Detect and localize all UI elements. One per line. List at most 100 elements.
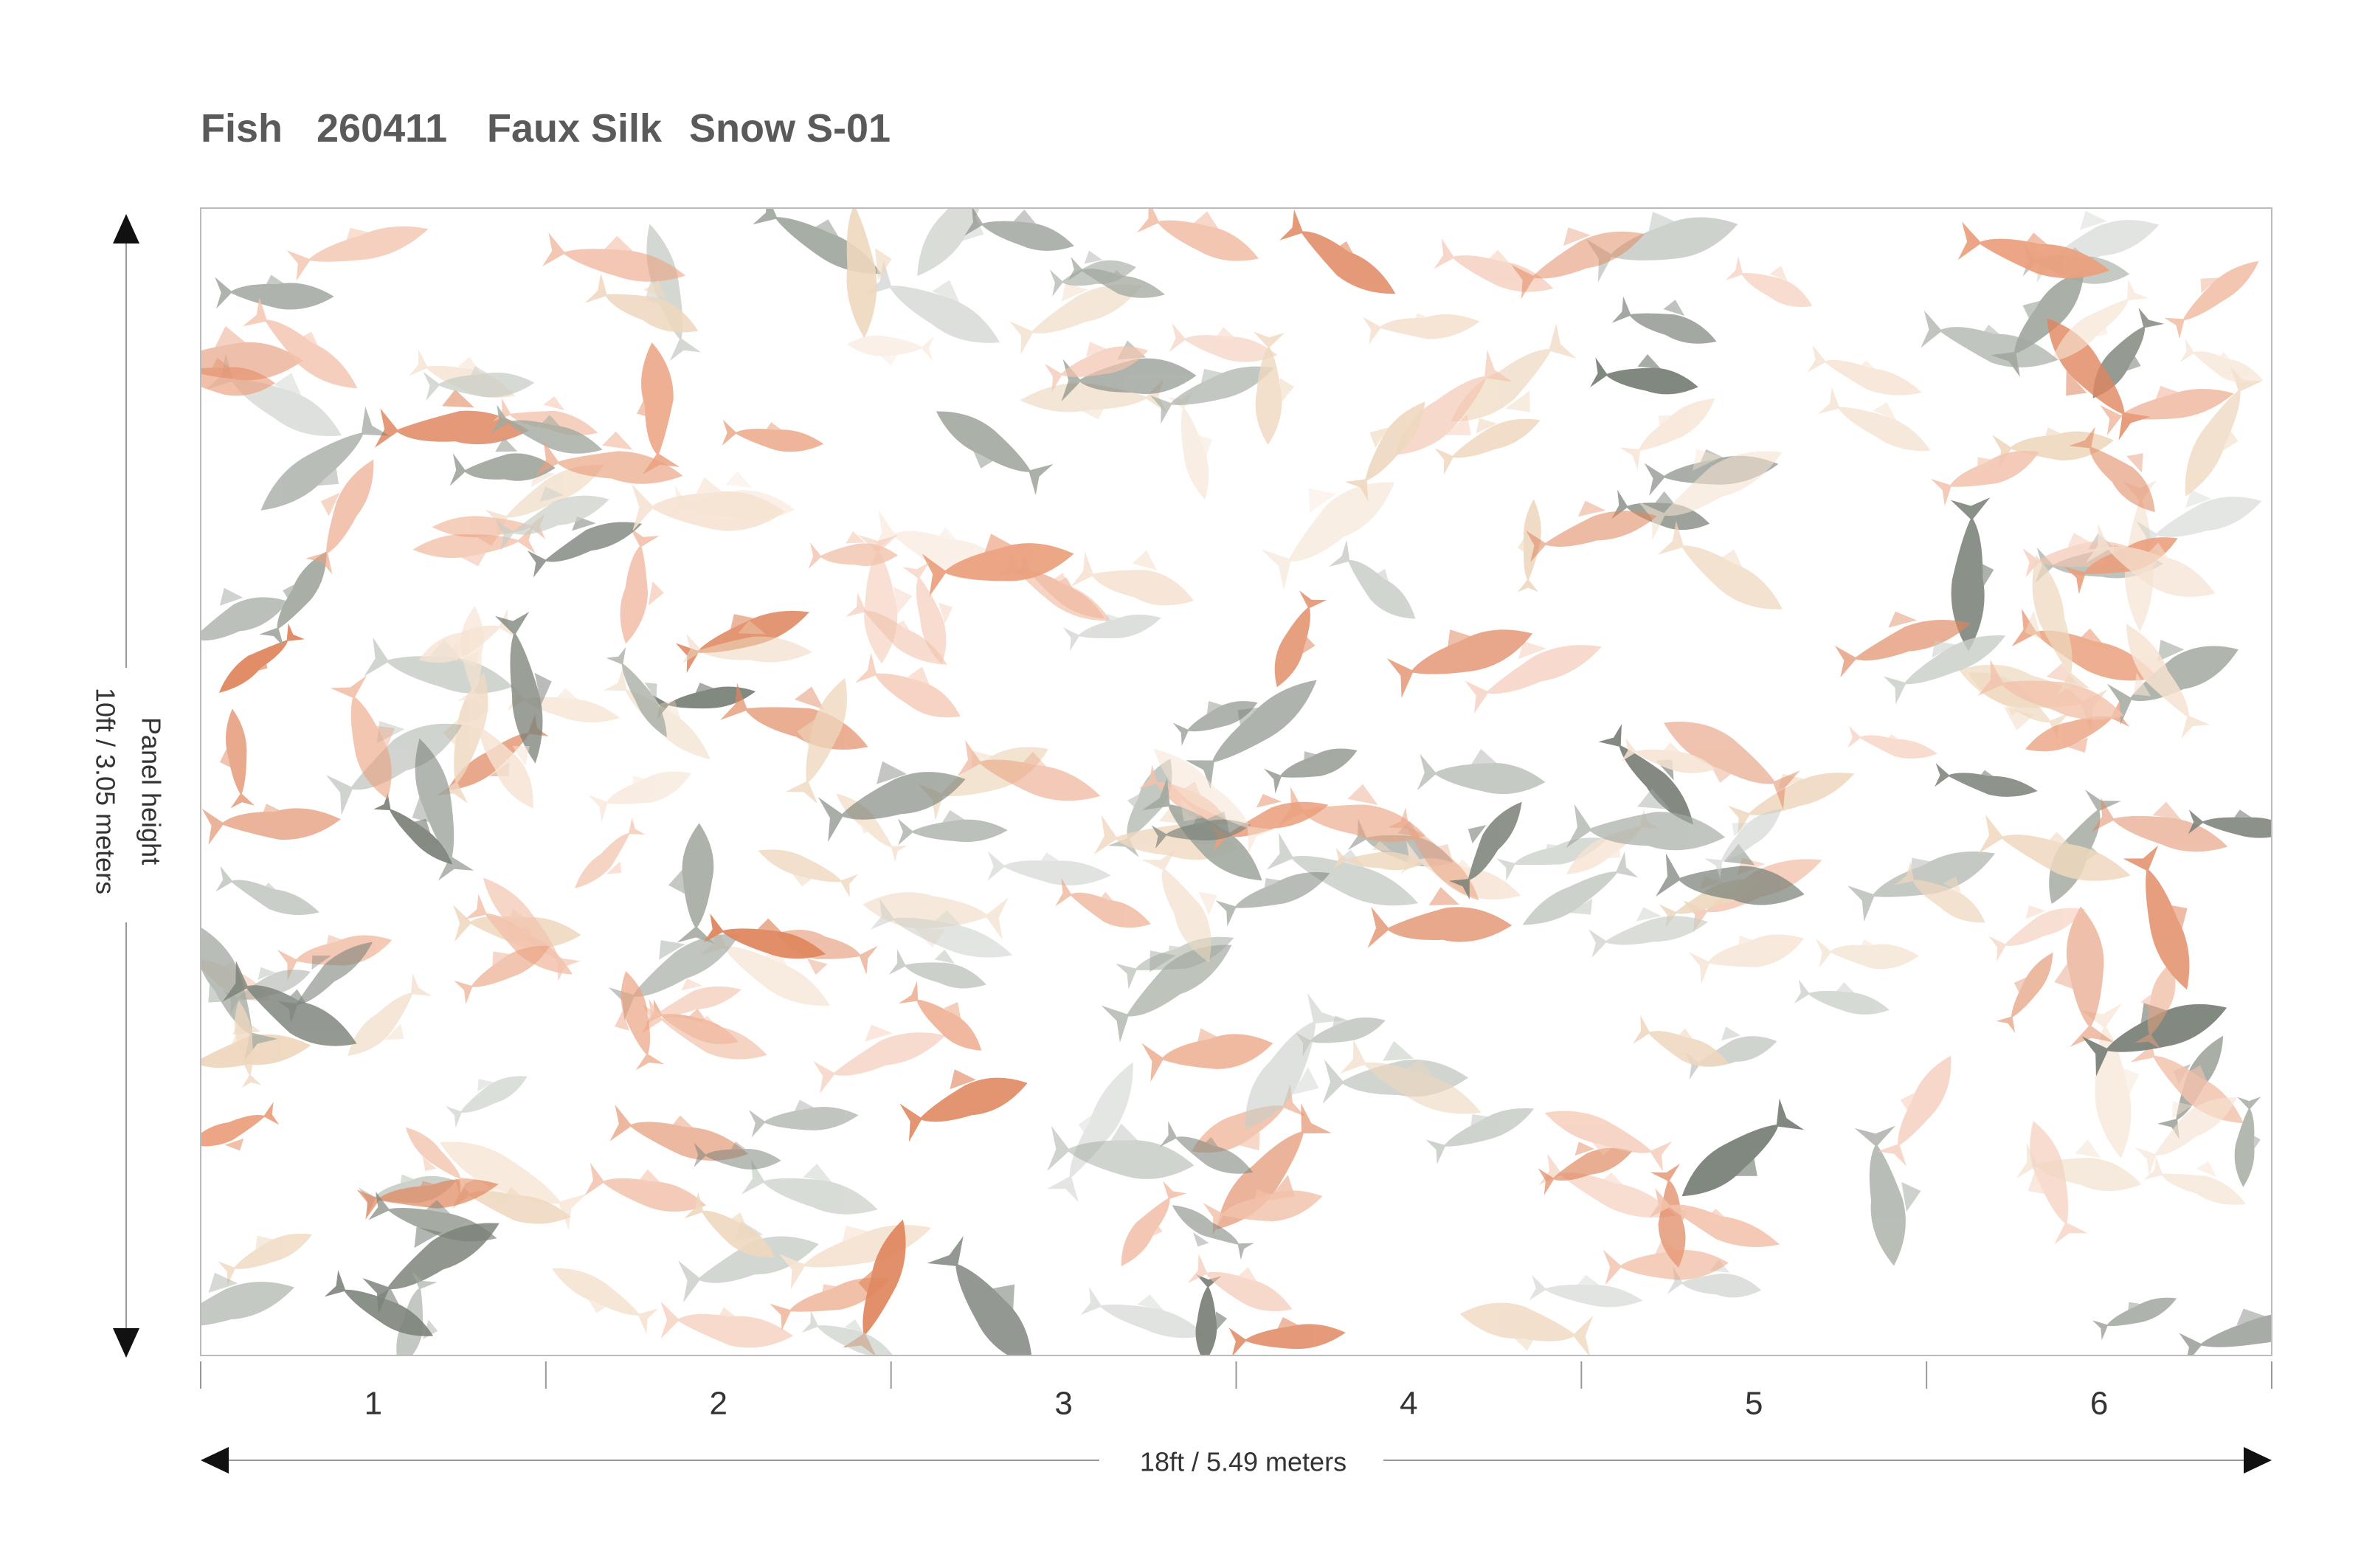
fish-fin bbox=[376, 721, 405, 744]
fish-tail bbox=[153, 1303, 181, 1346]
fish-body bbox=[1002, 860, 1111, 885]
panel-number: 6 bbox=[2090, 1386, 2108, 1422]
fish-tail bbox=[1807, 345, 1827, 373]
fish-body bbox=[460, 606, 484, 692]
fish-body bbox=[1069, 892, 1151, 928]
fish bbox=[604, 668, 711, 760]
fish-tail bbox=[1517, 578, 1539, 593]
fish-fin bbox=[1383, 1040, 1414, 1061]
fish-fin bbox=[1237, 1131, 1260, 1151]
fish-body bbox=[1522, 871, 1619, 925]
fish bbox=[1172, 701, 1258, 746]
fish-tail bbox=[859, 945, 878, 975]
fish bbox=[584, 273, 699, 333]
fish-fin bbox=[1061, 283, 1089, 302]
fish-body bbox=[1434, 762, 1546, 795]
fish-fin bbox=[604, 235, 635, 253]
fish-tail bbox=[2064, 566, 2086, 595]
fish bbox=[1329, 539, 1416, 619]
pattern-code: 260411 bbox=[317, 106, 447, 151]
fish-body bbox=[697, 1236, 819, 1283]
fish-body bbox=[343, 1289, 434, 1336]
fish-tail bbox=[1215, 900, 1237, 927]
fish-fin bbox=[1888, 611, 1918, 628]
fish-body bbox=[2032, 555, 2073, 675]
fish-tail bbox=[1818, 387, 1840, 414]
fish-fin bbox=[2025, 905, 2046, 919]
fish-body bbox=[2111, 815, 2228, 852]
fish-fin bbox=[2080, 210, 2107, 230]
fish-fin bbox=[1085, 342, 1107, 357]
fish-tail bbox=[1590, 357, 1608, 387]
fish-tail bbox=[1136, 208, 1160, 233]
fish-fin bbox=[325, 934, 348, 952]
fish bbox=[1815, 938, 1919, 970]
fish-tail bbox=[1649, 1188, 1671, 1218]
fish-tail bbox=[1659, 904, 1677, 928]
fish-fin bbox=[694, 477, 727, 500]
fish bbox=[1151, 815, 1251, 849]
fish-body bbox=[1619, 1249, 1729, 1280]
fish bbox=[1101, 944, 1232, 1043]
fish-tail bbox=[1649, 1141, 1673, 1172]
fish bbox=[847, 335, 934, 366]
fish-body bbox=[888, 286, 1000, 343]
fish-tail bbox=[241, 1074, 262, 1088]
fish-tail bbox=[465, 894, 488, 919]
fish-tail bbox=[1465, 680, 1489, 714]
fish-fin bbox=[1132, 550, 1158, 570]
fish-tail bbox=[263, 1102, 280, 1125]
fish-tail bbox=[1549, 322, 1577, 359]
fish bbox=[1228, 1316, 1346, 1355]
fish-fin bbox=[1509, 1332, 1538, 1351]
fish-tail bbox=[1957, 221, 1982, 260]
fish-body bbox=[2106, 1297, 2177, 1327]
fish-fin bbox=[1858, 939, 1880, 954]
fish bbox=[215, 866, 319, 915]
fish-tail bbox=[2179, 338, 2195, 363]
fish bbox=[1264, 748, 1358, 794]
fish bbox=[741, 1159, 878, 1215]
fish-fin bbox=[932, 527, 964, 548]
fish-fin bbox=[2067, 737, 2088, 753]
fish bbox=[636, 342, 680, 474]
fish-tail bbox=[628, 818, 646, 835]
fish bbox=[445, 1076, 528, 1128]
fish-tail bbox=[1603, 1249, 1622, 1285]
fish bbox=[1215, 871, 1330, 927]
fish-tail bbox=[632, 483, 654, 531]
fish-tail bbox=[637, 1308, 659, 1334]
fish-body bbox=[1544, 511, 1657, 547]
fish-body bbox=[1290, 856, 1419, 906]
fish-body bbox=[667, 686, 756, 709]
fish-body bbox=[1451, 418, 1541, 458]
fish-tail bbox=[1266, 832, 1294, 870]
arrow-left bbox=[201, 1447, 229, 1474]
fish-body bbox=[676, 1313, 794, 1348]
fish-fin bbox=[1206, 701, 1224, 714]
fish-body bbox=[1287, 482, 1395, 562]
fish-fin bbox=[806, 958, 828, 975]
fish-tail bbox=[1068, 257, 1084, 281]
fish-tail bbox=[1080, 1287, 1102, 1316]
fish-fin bbox=[1303, 751, 1321, 766]
fish-tail bbox=[606, 646, 626, 666]
fish-tail bbox=[1977, 659, 2004, 696]
fish-fin bbox=[1192, 815, 1213, 828]
fish-body bbox=[1837, 407, 1931, 452]
fish-fin bbox=[1769, 266, 1788, 281]
fish-fin bbox=[791, 872, 813, 887]
fish-tail bbox=[1169, 322, 1186, 353]
fish-fin bbox=[215, 325, 247, 348]
fish-tail bbox=[222, 961, 249, 1002]
fish-body bbox=[1667, 1204, 1780, 1247]
fish-fin bbox=[251, 655, 268, 672]
fish-body bbox=[1244, 1324, 1346, 1350]
fish-fin bbox=[1048, 573, 1074, 591]
fish bbox=[153, 1272, 294, 1346]
fish-tail bbox=[457, 689, 485, 706]
fish-body bbox=[484, 913, 573, 975]
fish-tail bbox=[1203, 1203, 1224, 1235]
fish-fin bbox=[681, 978, 702, 991]
fish-body bbox=[1234, 871, 1330, 908]
